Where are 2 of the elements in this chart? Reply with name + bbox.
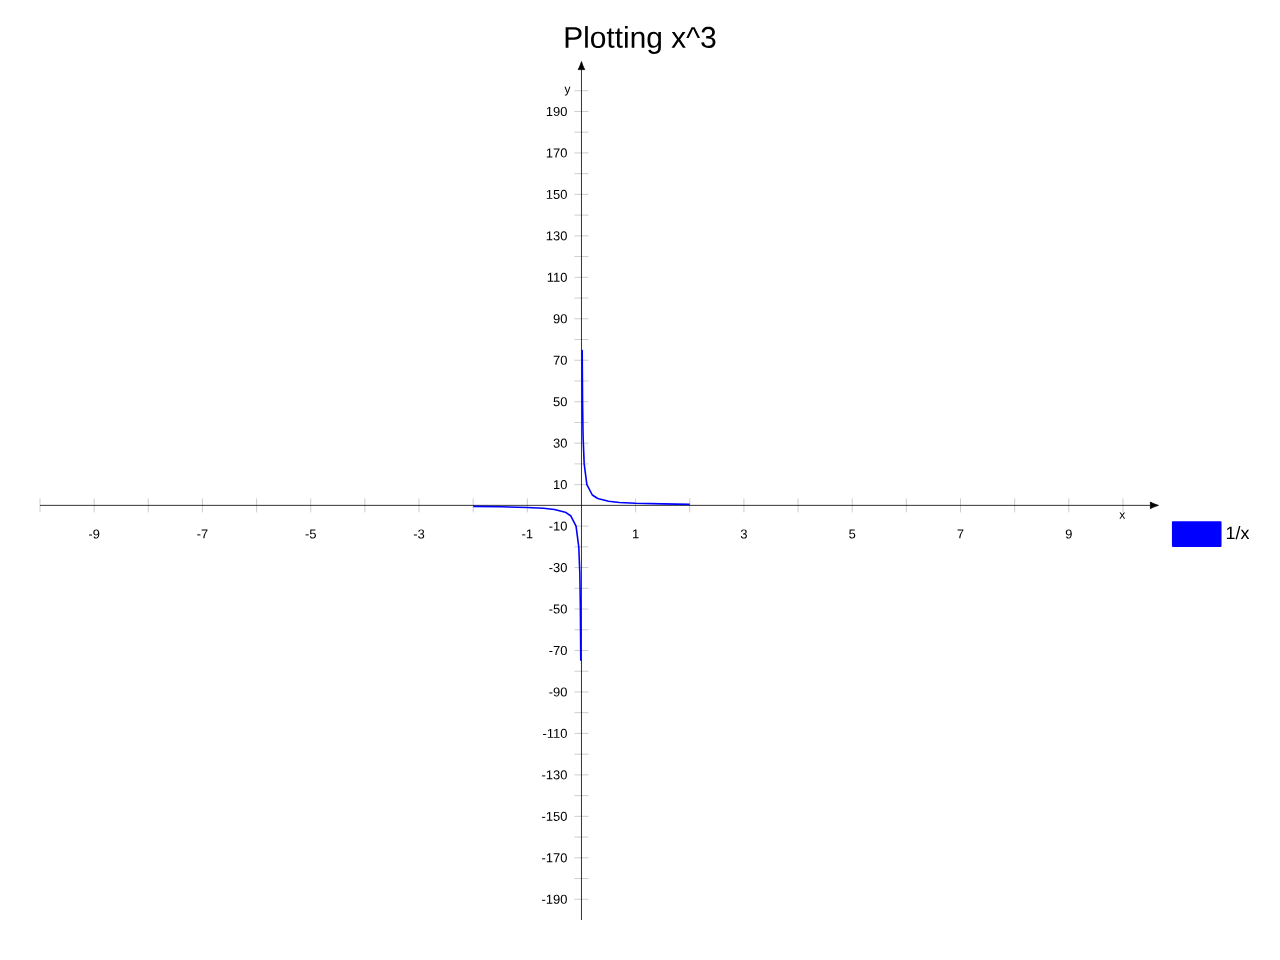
chart-title: Plotting x^3 [565, 26, 716, 54]
legend-label: 1/x [1226, 526, 1250, 540]
